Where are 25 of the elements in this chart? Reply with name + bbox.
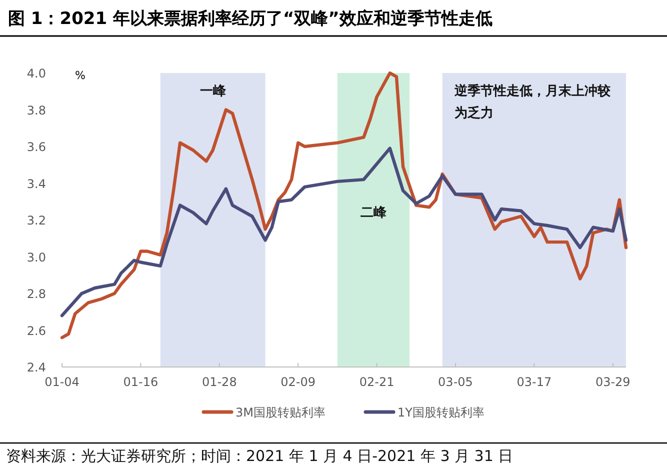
x-tick-label: 03-05 <box>438 375 473 389</box>
y-tick-label: 2.8 <box>26 287 46 301</box>
y-tick-label: 2.6 <box>26 324 46 338</box>
annotation: 资料来源：光大证券研究所；时间：2021 年 1 月 4 日-2021 年 3 月 31 日 <box>6 447 514 465</box>
y-tick-label: 3.6 <box>26 140 46 154</box>
y-tick-label: 3.8 <box>26 103 46 118</box>
y-tick-label: 3.0 <box>26 250 46 264</box>
band-label: 一峰 <box>200 84 227 99</box>
band-label: 逆季节性走低，月末上冲较为乏力 <box>453 83 612 121</box>
x-tick-label: 03-17 <box>516 375 552 389</box>
legend-label: 1Y国股转贴利率 <box>398 406 484 420</box>
y-axis-title: % <box>75 69 86 82</box>
x-tick-label: 02-21 <box>359 375 394 389</box>
legend-label: 3M国股转贴利率 <box>236 406 326 420</box>
x-tick-label: 02-09 <box>280 375 316 389</box>
title: 图 1：2021 年以来票据利率经历了“双峰”效应和逆季节性走低 <box>8 9 492 29</box>
y-tick-label: 2.4 <box>26 360 46 374</box>
x-tick-label: 01-28 <box>202 375 237 389</box>
x-tick-label: 01-04 <box>44 375 80 389</box>
y-tick-label: 4.0 <box>26 66 46 80</box>
band-label: 二峰 <box>360 206 388 221</box>
x-tick-label: 03-29 <box>595 375 630 389</box>
y-tick-label: 3.4 <box>26 176 46 191</box>
x-tick-label: 01-16 <box>123 375 158 389</box>
y-tick-label: 3.2 <box>26 214 46 228</box>
